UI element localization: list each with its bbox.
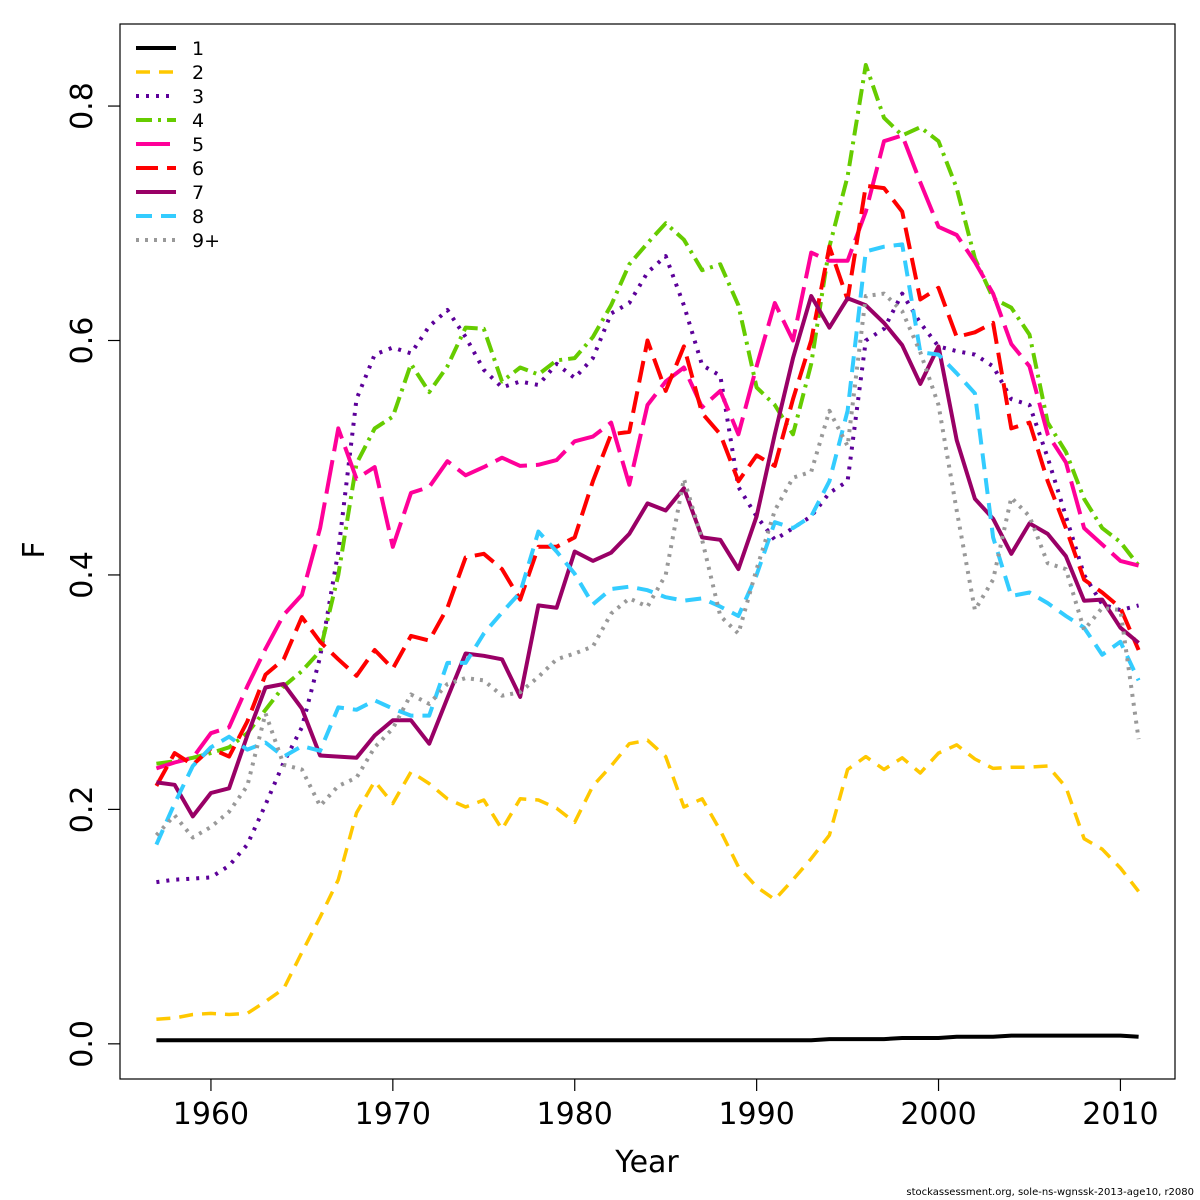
legend-label: 1: [192, 38, 204, 60]
y-tick-label: 0.8: [65, 82, 100, 130]
series-line-9plus: [154, 291, 1141, 840]
series-line-3: [156, 254, 1140, 885]
legend-label: 7: [192, 182, 204, 204]
y-tick-label: 0.2: [65, 786, 100, 834]
series-line-8: [154, 242, 1141, 846]
x-tick-label: 1990: [718, 1097, 794, 1132]
x-tick-label: 1980: [537, 1097, 613, 1132]
legend-label: 3: [192, 86, 204, 108]
legend-label: 2: [192, 62, 204, 84]
series-layer: [154, 63, 1141, 1043]
x-tick-label: 1960: [173, 1097, 249, 1132]
x-tick-label: 2010: [1082, 1097, 1158, 1132]
x-axis-label: Year: [614, 1145, 679, 1180]
legend-label: 9+: [192, 230, 220, 252]
legend-label: 4: [192, 110, 204, 132]
legend-label: 8: [192, 206, 204, 228]
series-line-2: [156, 738, 1140, 1021]
footer-note: stockassessment.org, sole-ns-wgnssk-2013…: [906, 1187, 1194, 1198]
y-tick-label: 0.0: [65, 1020, 100, 1068]
y-tick-label: 0.6: [65, 317, 100, 365]
series-line-4: [156, 63, 1141, 766]
x-axis: 1960 1970 1980 1990 2000 2010: [173, 1079, 1159, 1132]
y-axis: 0.0 0.2 0.4 0.6 0.8: [65, 82, 120, 1068]
series-line-1: [156, 1033, 1139, 1043]
plot-frame: [119, 23, 1176, 1080]
y-tick-label: 0.4: [65, 551, 100, 599]
x-tick-label: 1970: [355, 1097, 431, 1132]
series-line-7: [156, 294, 1140, 819]
y-axis-label: F: [17, 541, 52, 558]
legend-label: 5: [192, 134, 204, 156]
x-tick-label: 2000: [900, 1097, 976, 1132]
legend-label: 6: [192, 158, 204, 180]
series-line-6: [154, 183, 1141, 787]
series-line-5: [155, 133, 1140, 771]
